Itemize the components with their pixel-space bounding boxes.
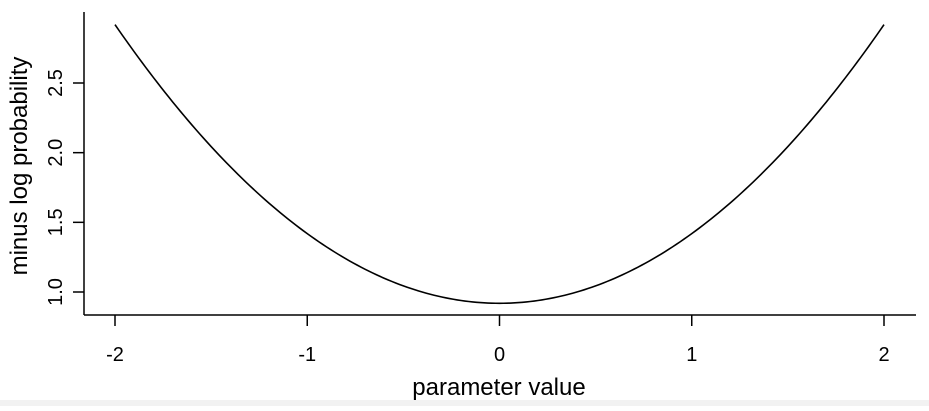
x-tick-label: -2 (106, 344, 124, 366)
x-ticks: -2 -1 0 1 2 (106, 315, 890, 366)
y-axis-title: minus log probability (6, 57, 33, 276)
y-tick-label: 2.0 (45, 139, 67, 167)
series-layer (114, 24, 885, 305)
y-tick-label: 1.0 (45, 278, 67, 306)
y-ticks: 1.0 1.5 2.0 2.5 (45, 69, 84, 306)
x-tick-label: 2 (878, 344, 889, 366)
bottom-strip (0, 400, 929, 406)
y-tick-label: 1.5 (45, 208, 67, 236)
x-tick-label: -1 (298, 344, 316, 366)
x-axis-title: parameter value (412, 374, 585, 401)
series-line (114, 24, 885, 305)
y-tick-label: 2.5 (45, 69, 67, 97)
x-tick-label: 1 (686, 344, 697, 366)
x-tick-label: 0 (494, 344, 505, 366)
